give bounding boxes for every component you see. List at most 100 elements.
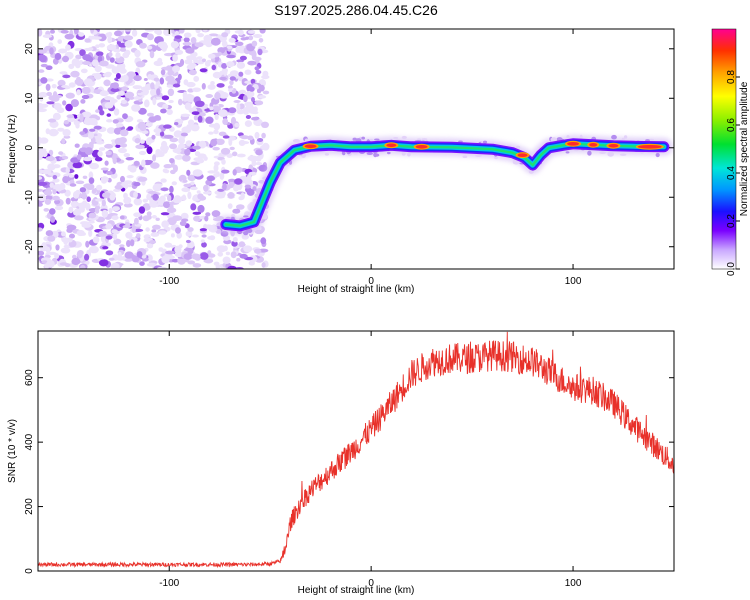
noise-speckle — [102, 246, 109, 250]
colorbar-tick-label: 0.4 — [726, 166, 737, 180]
noise-speckle — [133, 75, 142, 82]
noise-speckle — [116, 95, 121, 100]
noise-speckle — [123, 192, 128, 199]
noise-speckle — [98, 259, 109, 267]
noise-speckle — [94, 157, 103, 162]
y-tick-label: 600 — [24, 369, 35, 386]
noise-speckle — [226, 45, 233, 50]
noise-speckle — [111, 215, 119, 220]
noise-speckle — [192, 87, 202, 93]
noise-speckle — [38, 69, 45, 73]
noise-speckle — [197, 112, 206, 117]
noise-speckle — [109, 57, 115, 63]
noise-speckle — [190, 203, 197, 211]
noise-speckle — [105, 150, 112, 156]
noise-speckle — [192, 145, 201, 150]
ridge-speckle — [655, 152, 660, 158]
x-tick-label: 100 — [565, 578, 582, 589]
noise-speckle — [248, 171, 257, 176]
noise-speckle — [133, 212, 142, 218]
noise-speckle — [163, 164, 173, 169]
noise-speckle — [79, 187, 87, 193]
noise-speckle — [124, 40, 133, 48]
noise-speckle — [151, 215, 157, 219]
noise-speckle — [95, 51, 104, 57]
noise-speckle — [54, 205, 64, 211]
ridge-speckle — [528, 170, 534, 174]
noise-speckle — [113, 127, 122, 135]
noise-speckle — [46, 91, 53, 97]
snr-panel: -100 0 100 0 200 400 600 Height of straight l… — [7, 330, 675, 596]
noise-speckle — [229, 146, 235, 151]
noise-speckle — [100, 176, 109, 183]
noise-speckle — [191, 253, 201, 260]
noise-speckle — [65, 103, 73, 112]
noise-speckle — [203, 191, 212, 195]
y-tick-label: 20 — [24, 43, 35, 55]
noise-speckle — [146, 262, 157, 267]
noise-speckle — [88, 47, 94, 51]
noise-speckle — [38, 151, 45, 158]
noise-speckle — [146, 146, 153, 155]
noise-speckle — [113, 108, 120, 116]
ridge-speckle — [370, 138, 373, 141]
noise-speckle — [232, 208, 241, 214]
noise-speckle — [49, 208, 56, 215]
noise-speckle — [112, 119, 119, 124]
noise-speckle — [249, 86, 255, 92]
noise-speckle — [95, 198, 105, 202]
noise-speckle — [161, 220, 170, 228]
noise-speckle — [121, 86, 128, 92]
noise-speckle — [185, 47, 195, 54]
noise-speckle — [215, 264, 220, 269]
noise-speckle — [50, 216, 56, 223]
noise-speckle — [255, 149, 263, 156]
noise-speckle — [135, 144, 145, 150]
colorbar-tick-label: 0.6 — [726, 118, 737, 132]
noise-speckle — [226, 61, 235, 68]
noise-speckle — [79, 113, 84, 122]
noise-speckle — [231, 89, 236, 94]
noise-speckle — [183, 79, 189, 86]
noise-speckle — [101, 209, 109, 218]
noise-speckle — [236, 153, 246, 158]
noise-speckle — [169, 203, 174, 211]
noise-speckle — [75, 54, 82, 60]
noise-speckle — [244, 120, 252, 127]
noise-speckle — [155, 183, 163, 187]
noise-speckle — [88, 229, 93, 237]
noise-speckle — [106, 113, 112, 117]
noise-speckle — [261, 142, 270, 151]
noise-speckle — [215, 194, 225, 199]
noise-speckle — [40, 63, 48, 68]
noise-speckle — [38, 91, 48, 98]
noise-speckle — [70, 99, 79, 108]
noise-speckle — [95, 109, 100, 113]
x-tick-label: 0 — [368, 276, 374, 287]
noise-speckle — [88, 245, 99, 254]
noise-speckle — [83, 78, 93, 87]
noise-speckle — [216, 245, 227, 253]
noise-speckle — [91, 59, 99, 67]
noise-speckle — [104, 96, 112, 101]
noise-speckle — [152, 97, 157, 106]
noise-speckle — [205, 116, 214, 124]
noise-speckle — [125, 157, 134, 161]
noise-speckle — [145, 160, 153, 164]
y-tick-label: -20 — [24, 239, 35, 254]
noise-speckle — [226, 153, 233, 159]
noise-speckle — [237, 29, 244, 36]
noise-speckle — [138, 107, 147, 115]
noise-speckle — [102, 73, 108, 77]
noise-speckle — [68, 206, 74, 214]
noise-speckle — [119, 244, 125, 248]
noise-speckle — [199, 228, 207, 232]
noise-speckle — [255, 70, 262, 75]
noise-speckle — [40, 77, 48, 84]
noise-speckle — [238, 196, 244, 201]
noise-speckle — [258, 38, 264, 43]
ridge-speckle — [621, 137, 625, 141]
noise-speckle — [181, 218, 189, 222]
noise-speckle — [94, 207, 100, 214]
noise-speckle — [86, 196, 91, 202]
